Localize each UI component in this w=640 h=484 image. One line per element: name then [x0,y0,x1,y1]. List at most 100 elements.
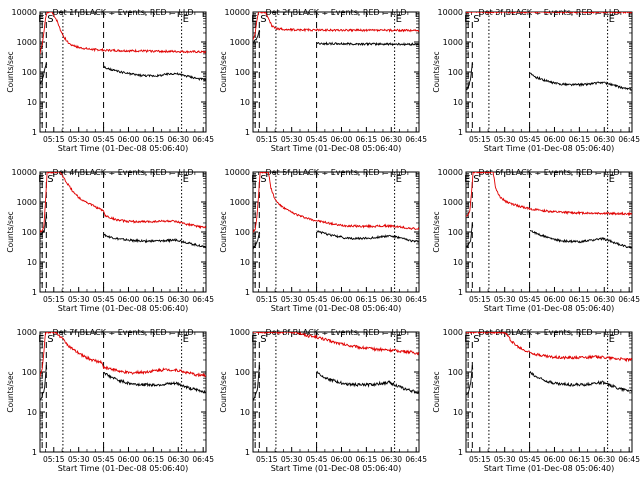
x-tick-label: 06:15 [356,295,378,304]
x-tick-label: 05:30 [68,455,90,464]
y-tick-label: 1000 [230,38,250,47]
x-tick-label: 05:15 [43,135,65,144]
y-tick-label: 1000 [443,38,463,47]
events-series [40,213,48,237]
x-tick-label: 06:30 [380,135,402,144]
x-tick-label: 05:30 [494,455,516,464]
panel-2: Det 2f BLACK = Events, RED = LLD11010010… [219,8,427,153]
x-tick-label: 06:45 [618,295,640,304]
y-axis-label: Counts/sec [432,371,441,412]
events-series [316,230,419,243]
x-tick-label: 05:30 [68,295,90,304]
panel-1: Det 1f BLACK = Events, RED = LLD11010010… [6,8,214,153]
x-tick-label: 06:00 [544,295,566,304]
x-axis-label: Start Time (01-Dec-08 05:06:40) [58,144,189,153]
y-tick-label: 1 [32,128,37,137]
x-tick-label: 05:45 [306,295,328,304]
x-tick-label: 06:45 [405,455,427,464]
x-tick-label: 05:45 [93,455,115,464]
y-axis-label: Counts/sec [219,51,228,92]
event-marker-label: S [47,174,53,185]
event-marker-label: E [609,14,615,25]
x-tick-label: 06:45 [192,135,214,144]
x-tick-label: 06:15 [356,455,378,464]
plot-frame [252,331,420,453]
x-tick-label: 06:30 [167,455,189,464]
y-tick-label: 1 [458,448,463,457]
x-tick-label: 06:30 [167,295,189,304]
x-axis-label: Start Time (01-Dec-08 05:06:40) [58,464,189,473]
x-tick-label: 06:00 [118,135,140,144]
x-tick-label: 06:15 [569,455,591,464]
y-tick-label: 1 [32,448,37,457]
panel-6: Det 6f BLACK = Events, RED = LLD11010010… [432,168,640,313]
y-tick-label: 10000 [12,8,37,17]
y-tick-label: 1 [245,288,250,297]
x-tick-label: 06:45 [405,135,427,144]
x-tick-label: 06:15 [356,135,378,144]
x-tick-label: 05:30 [494,135,516,144]
x-tick-label: 06:00 [544,135,566,144]
lld-series [40,12,206,55]
y-tick-label: 100 [235,228,250,237]
event-marker-label: S [260,334,266,345]
x-tick-label: 06:30 [593,135,615,144]
y-tick-label: 10000 [12,168,37,177]
panel-7: Det 7f BLACK = Events, RED = LLD11010010… [6,328,214,473]
y-tick-label: 1000 [230,198,250,207]
x-tick-label: 05:15 [469,295,491,304]
x-tick-label: 05:45 [93,295,115,304]
event-marker-label: S [260,174,266,185]
y-axis-label: Counts/sec [6,211,15,252]
x-tick-label: 05:45 [519,455,541,464]
x-axis-label: Start Time (01-Dec-08 05:06:40) [484,304,615,313]
y-tick-label: 10 [240,258,250,267]
events-series [529,370,632,393]
x-tick-label: 06:45 [618,455,640,464]
event-marker-label: E [251,334,257,345]
y-tick-label: 100 [448,368,463,377]
y-tick-label: 10000 [438,8,463,17]
x-tick-label: 05:30 [494,295,516,304]
events-series [529,72,632,92]
y-tick-label: 1000 [443,198,463,207]
y-tick-label: 10 [27,258,37,267]
y-tick-label: 100 [22,368,37,377]
x-tick-label: 05:45 [306,455,328,464]
y-tick-label: 1 [32,288,37,297]
x-tick-label: 05:15 [469,455,491,464]
x-tick-label: 05:45 [306,135,328,144]
x-tick-label: 06:00 [331,135,353,144]
x-tick-label: 06:45 [192,455,214,464]
events-series [103,65,206,82]
y-tick-label: 10 [453,408,463,417]
lld-series [466,332,632,363]
y-tick-label: 1 [245,128,250,137]
lld-series [466,172,632,217]
event-marker-label: E [251,14,257,25]
event-marker-label: E [183,14,189,25]
event-marker-label: E [183,174,189,185]
x-tick-label: 06:45 [405,295,427,304]
plot-frame [465,331,633,453]
y-axis-label: Counts/sec [6,371,15,412]
y-tick-label: 10 [240,408,250,417]
y-tick-label: 10 [453,98,463,107]
event-marker-label: S [473,14,479,25]
event-marker-label: E [464,174,470,185]
y-tick-label: 10000 [225,168,250,177]
y-tick-label: 100 [235,68,250,77]
x-tick-label: 06:30 [380,295,402,304]
event-marker-label: E [464,14,470,25]
events-series [466,62,474,92]
y-tick-label: 100 [22,68,37,77]
y-axis-label: Counts/sec [432,211,441,252]
panel-9: Det 9f BLACK = Events, RED = LLD11010010… [432,328,640,473]
events-series [253,30,261,44]
y-tick-label: 1000 [230,328,250,337]
x-tick-label: 06:15 [143,295,165,304]
x-tick-label: 06:15 [143,455,165,464]
x-tick-label: 05:15 [469,135,491,144]
x-axis-label: Start Time (01-Dec-08 05:06:40) [271,304,402,313]
event-marker-label: S [260,14,266,25]
